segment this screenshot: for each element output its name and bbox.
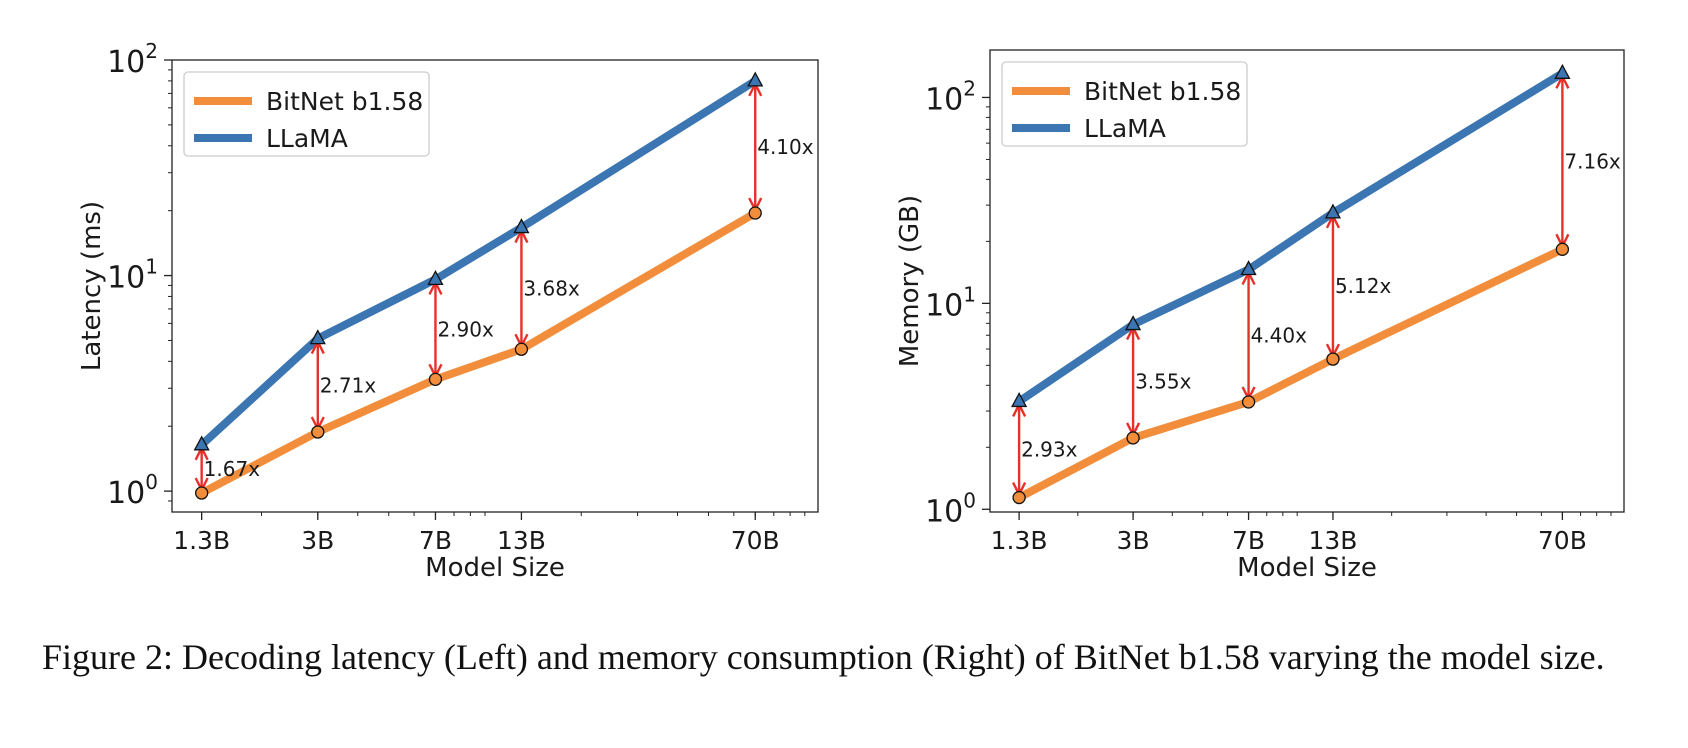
y-tick-label: 102	[925, 76, 976, 117]
data-point-llama	[309, 329, 326, 345]
data-point-llama	[1240, 260, 1257, 276]
data-point-bitnet	[1555, 242, 1570, 256]
y-tick-label: 101	[925, 282, 976, 323]
legend-label: BitNet b1.58	[266, 87, 423, 116]
x-tick-label: 13B	[497, 526, 546, 555]
data-point-llama	[747, 71, 764, 87]
ratio-label: 2.93x	[1021, 437, 1078, 461]
data-point-bitnet	[1326, 352, 1340, 366]
data-point-bitnet	[1241, 395, 1256, 409]
plot-frame	[171, 59, 819, 513]
plot-frame	[989, 49, 1625, 513]
x-tick-label: 1.3B	[173, 526, 230, 555]
x-tick-label: 1.3B	[991, 526, 1048, 555]
y-tick-label: 101	[107, 255, 158, 296]
x-tick-label: 13B	[1308, 526, 1357, 555]
legend-label: LLaMA	[266, 124, 348, 153]
latency-chart: 100 101 102 1.3B 3B 7B 13B 70B Model Size Latency…	[77, 39, 819, 583]
ratio-label: 2.71x	[320, 373, 377, 397]
data-point-llama	[1011, 392, 1028, 408]
data-point-bitnet	[1126, 431, 1140, 445]
x-tick-label: 70B	[731, 526, 780, 555]
ratio-label: 4.10x	[757, 135, 814, 159]
data-point-llama	[193, 435, 210, 451]
ratio-label: 3.68x	[523, 276, 580, 300]
memory-chart: 100 101 102 1.3B 3B 7B 13B 70B Model Size Memory …	[895, 49, 1625, 583]
x-tick-label: 7B	[419, 526, 452, 555]
data-point-llama	[1324, 203, 1342, 219]
y-tick-label: 100	[925, 488, 976, 529]
series-line-bitnet-b1-58	[1015, 245, 1567, 502]
y-tick-label: 102	[107, 39, 158, 80]
ratio-label: 7.16x	[1564, 149, 1621, 173]
x-tick-label: 7B	[1232, 526, 1265, 555]
x-tick-label: 3B	[1117, 526, 1150, 555]
figure-caption: Figure 2: Decoding latency (Left) and me…	[42, 637, 1605, 677]
data-point-llama	[427, 270, 444, 286]
ratio-label: 1.67x	[204, 457, 261, 481]
ratio-label: 2.90x	[437, 317, 494, 341]
data-point-bitnet	[428, 372, 443, 386]
data-point-bitnet	[748, 206, 762, 220]
data-point-llama	[1554, 63, 1571, 79]
y-axis-label: Memory (GB)	[895, 195, 925, 367]
ratio-label: 4.40x	[1251, 324, 1308, 348]
data-point-llama	[513, 218, 530, 234]
ratio-label: 5.12x	[1335, 274, 1392, 298]
y-axis-label: Latency (ms)	[77, 201, 107, 371]
data-point-bitnet	[1012, 490, 1026, 505]
x-axis-label: Model Size	[1237, 553, 1377, 583]
x-axis-label: Model Size	[425, 553, 565, 583]
x-tick-label: 3B	[301, 526, 334, 555]
ratio-label: 3.55x	[1135, 369, 1192, 393]
y-tick-label: 100	[107, 470, 158, 511]
data-point-bitnet	[311, 425, 325, 439]
legend-label: LLaMA	[1084, 114, 1166, 143]
x-tick-label: 70B	[1538, 526, 1587, 555]
data-point-llama	[1124, 315, 1142, 331]
data-point-bitnet	[195, 486, 209, 500]
data-point-bitnet	[514, 342, 529, 356]
legend-label: BitNet b1.58	[1084, 77, 1241, 106]
